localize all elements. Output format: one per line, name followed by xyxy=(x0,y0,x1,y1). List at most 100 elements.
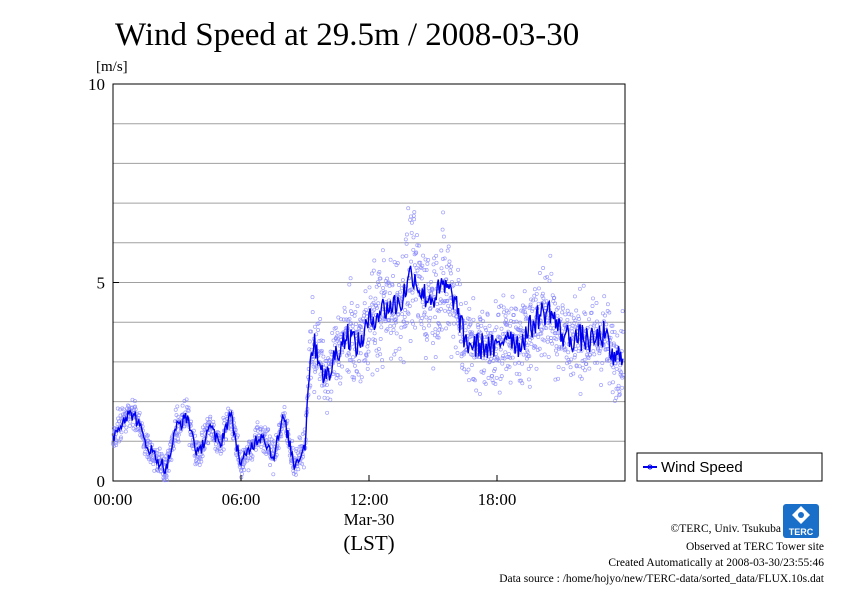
y-axis-unit: [m/s] xyxy=(96,59,128,75)
sample-point xyxy=(525,343,530,348)
sample-point xyxy=(610,390,615,395)
sample-point xyxy=(224,411,229,416)
sample-point xyxy=(468,321,473,326)
sample-point xyxy=(478,317,483,322)
legend-box xyxy=(636,452,823,482)
sample-point xyxy=(333,325,338,330)
sample-point xyxy=(321,354,326,359)
sample-point xyxy=(401,360,406,365)
sample-point xyxy=(420,263,425,268)
sample-point xyxy=(390,283,395,288)
sample-point xyxy=(374,303,379,308)
sample-point xyxy=(485,312,490,317)
sample-point xyxy=(341,317,346,322)
sample-point xyxy=(424,268,429,272)
sample-point xyxy=(365,366,370,371)
sample-point xyxy=(539,328,544,332)
sample-point xyxy=(440,288,445,293)
sample-point xyxy=(469,363,474,368)
sample-point xyxy=(263,425,267,430)
sample-point xyxy=(602,294,607,299)
sample-point xyxy=(389,356,394,361)
sample-point xyxy=(612,398,617,403)
sample-point xyxy=(616,383,621,388)
sample-point xyxy=(373,296,378,301)
sample-point xyxy=(478,331,483,336)
sample-point xyxy=(351,359,356,364)
sample-point xyxy=(505,339,510,344)
sample-point xyxy=(369,271,374,276)
sample-point xyxy=(520,381,525,386)
sample-point xyxy=(124,425,129,430)
sample-point xyxy=(437,323,442,328)
sample-point xyxy=(357,359,362,364)
sample-point xyxy=(148,440,153,444)
sample-point xyxy=(544,326,549,331)
sample-point xyxy=(354,369,359,374)
sample-point xyxy=(553,331,558,336)
sample-point xyxy=(565,308,570,313)
sample-point xyxy=(342,305,347,310)
sample-point xyxy=(481,319,486,324)
sample-point xyxy=(112,443,117,448)
sample-point xyxy=(534,366,539,371)
sample-point xyxy=(560,306,565,311)
sample-point xyxy=(314,365,319,370)
sample-point xyxy=(164,478,169,482)
sample-point xyxy=(444,326,449,331)
sample-point xyxy=(366,341,371,345)
sample-point xyxy=(245,458,250,463)
sample-point xyxy=(539,331,544,336)
sample-point xyxy=(592,352,597,357)
sample-point xyxy=(317,339,322,343)
sample-point xyxy=(331,338,336,343)
sample-point xyxy=(523,310,527,315)
sample-point xyxy=(120,412,125,417)
y-tick-label: 10 xyxy=(88,75,105,94)
sample-point xyxy=(487,360,492,365)
sample-point xyxy=(349,301,354,306)
sample-point xyxy=(577,316,582,321)
x-tick-label: 06:00 xyxy=(222,490,261,509)
sample-point xyxy=(448,271,453,276)
sample-point xyxy=(361,313,366,318)
sample-point xyxy=(329,389,334,394)
sample-point xyxy=(553,301,558,306)
sample-point xyxy=(595,319,599,324)
sample-point xyxy=(350,341,355,346)
sample-point xyxy=(338,381,343,386)
sample-point xyxy=(582,357,587,362)
x-axis-date-label: Mar-30 xyxy=(344,510,395,529)
sample-point xyxy=(566,358,571,362)
sample-point xyxy=(573,353,578,358)
sample-point xyxy=(571,371,576,376)
sample-point xyxy=(186,408,191,413)
sample-point xyxy=(400,312,405,317)
sample-point xyxy=(563,312,568,317)
sample-point xyxy=(447,322,452,327)
sample-point xyxy=(513,361,518,366)
sample-point xyxy=(301,465,306,470)
sample-point xyxy=(483,335,487,340)
sample-point xyxy=(358,379,363,384)
sample-point xyxy=(477,391,482,396)
sample-point xyxy=(128,419,133,424)
sample-point xyxy=(434,253,439,258)
sample-point xyxy=(379,320,383,325)
sample-point xyxy=(504,318,509,322)
sample-point xyxy=(612,370,617,375)
sample-point xyxy=(466,367,471,372)
sample-point xyxy=(199,459,204,464)
logo-text: TERC xyxy=(789,527,814,537)
sample-point xyxy=(540,291,545,296)
sample-point xyxy=(573,318,578,323)
sample-point xyxy=(334,376,339,381)
sample-point xyxy=(597,348,602,353)
sample-point xyxy=(614,395,619,400)
sample-point xyxy=(416,243,421,248)
sample-point xyxy=(403,237,408,242)
sample-point xyxy=(533,333,538,337)
sample-point xyxy=(412,210,417,215)
sample-point xyxy=(542,338,547,343)
sample-point xyxy=(606,358,611,363)
